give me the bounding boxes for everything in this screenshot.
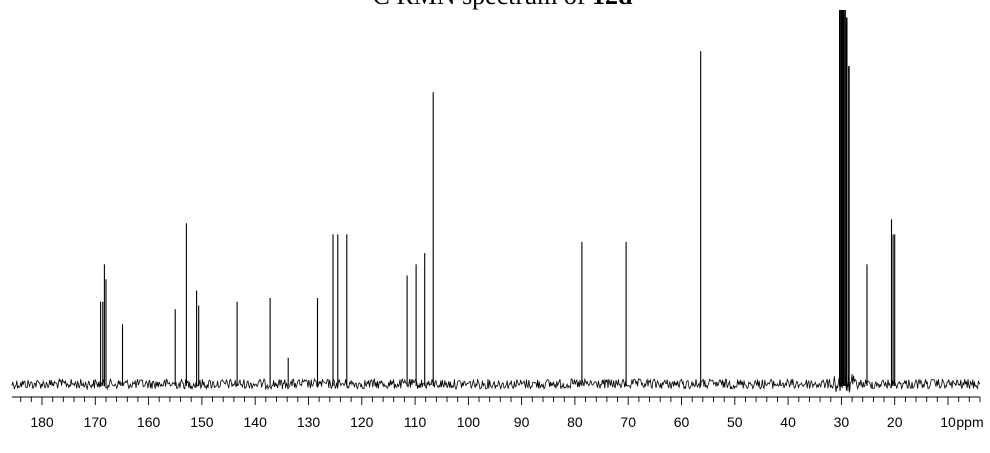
tick-label-100: 100 <box>457 414 481 430</box>
baseline-noise <box>11 374 981 393</box>
tick-label-150: 150 <box>190 414 214 430</box>
tick-label-90: 90 <box>514 414 530 430</box>
tick-label-60: 60 <box>674 414 690 430</box>
title-compound: 12d <box>592 0 632 10</box>
tick-label-10: 10 <box>940 414 956 430</box>
title-prefix: C RMN spectrum of <box>372 0 585 10</box>
tick-label-70: 70 <box>620 414 636 430</box>
tick-label-110: 110 <box>404 414 427 430</box>
tick-label-130: 130 <box>297 414 321 430</box>
tick-label-120: 120 <box>350 414 374 430</box>
tick-label-20: 20 <box>887 414 903 430</box>
baseline-noise-trace <box>11 374 981 393</box>
tick-label-140: 140 <box>244 414 268 430</box>
tick-label-80: 80 <box>567 414 583 430</box>
tick-label-170: 170 <box>84 414 108 430</box>
x-axis-unit-label: ppm <box>956 414 983 430</box>
tick-label-160: 160 <box>137 414 161 430</box>
chart-title: 13C RMN spectrum of 12d <box>0 0 990 12</box>
peaks <box>100 10 896 386</box>
tick-label-30: 30 <box>834 414 850 430</box>
tick-label-50: 50 <box>727 414 743 430</box>
x-axis: 180 170 160 150 140 130 120 110 100 90 80 70 60 50 40 3… <box>12 396 984 430</box>
tick-label-180: 180 <box>30 414 54 430</box>
tick-label-40: 40 <box>780 414 796 430</box>
